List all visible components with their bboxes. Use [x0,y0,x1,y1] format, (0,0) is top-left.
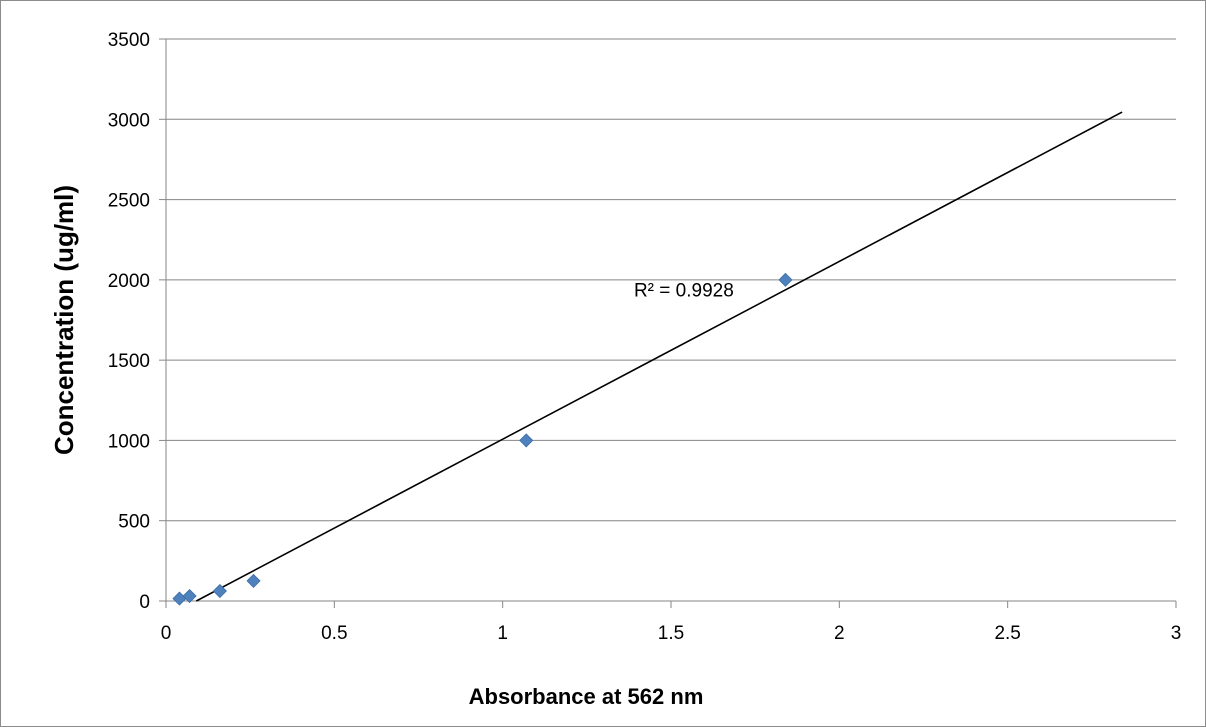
x-axis-title: Absorbance at 562 nm [469,684,704,709]
y-tick-label: 0 [139,592,150,613]
gridlines [166,38,1176,522]
axes [159,38,1177,608]
data-point [246,573,261,588]
trendline-group [195,111,1123,602]
y-tick-label: 500 [118,512,150,533]
y-tick-label: 2000 [108,271,150,292]
x-tick-label: 2 [834,623,845,644]
trendline [195,111,1123,602]
x-tick-label: 1.5 [658,623,684,644]
y-tick-label: 2500 [108,191,150,212]
y-tick-label: 3500 [108,30,150,51]
x-tick-label: 3 [1171,623,1182,644]
tick-labels: 0 500 1000 1500 2000 2500 3000 3500 0 0.5 1 1.5 2 2.5… [108,30,1182,644]
data-point [519,433,534,448]
data-point [778,272,793,287]
x-tick-label: 0 [161,623,172,644]
x-tick-label: 2.5 [994,623,1020,644]
y-tick-label: 1500 [108,351,150,372]
data-point [212,583,227,599]
x-tick-label: 1 [497,623,508,644]
data-points [172,272,793,606]
y-tick-label: 3000 [108,110,150,131]
y-axis-title: Concentration (ug/ml) [49,185,79,455]
y-tick-label: 1000 [108,431,150,452]
r-squared-annotation: R² = 0.9928 [634,280,734,301]
data-point [172,591,187,606]
x-tick-label: 0.5 [321,623,347,644]
data-point [182,588,197,604]
